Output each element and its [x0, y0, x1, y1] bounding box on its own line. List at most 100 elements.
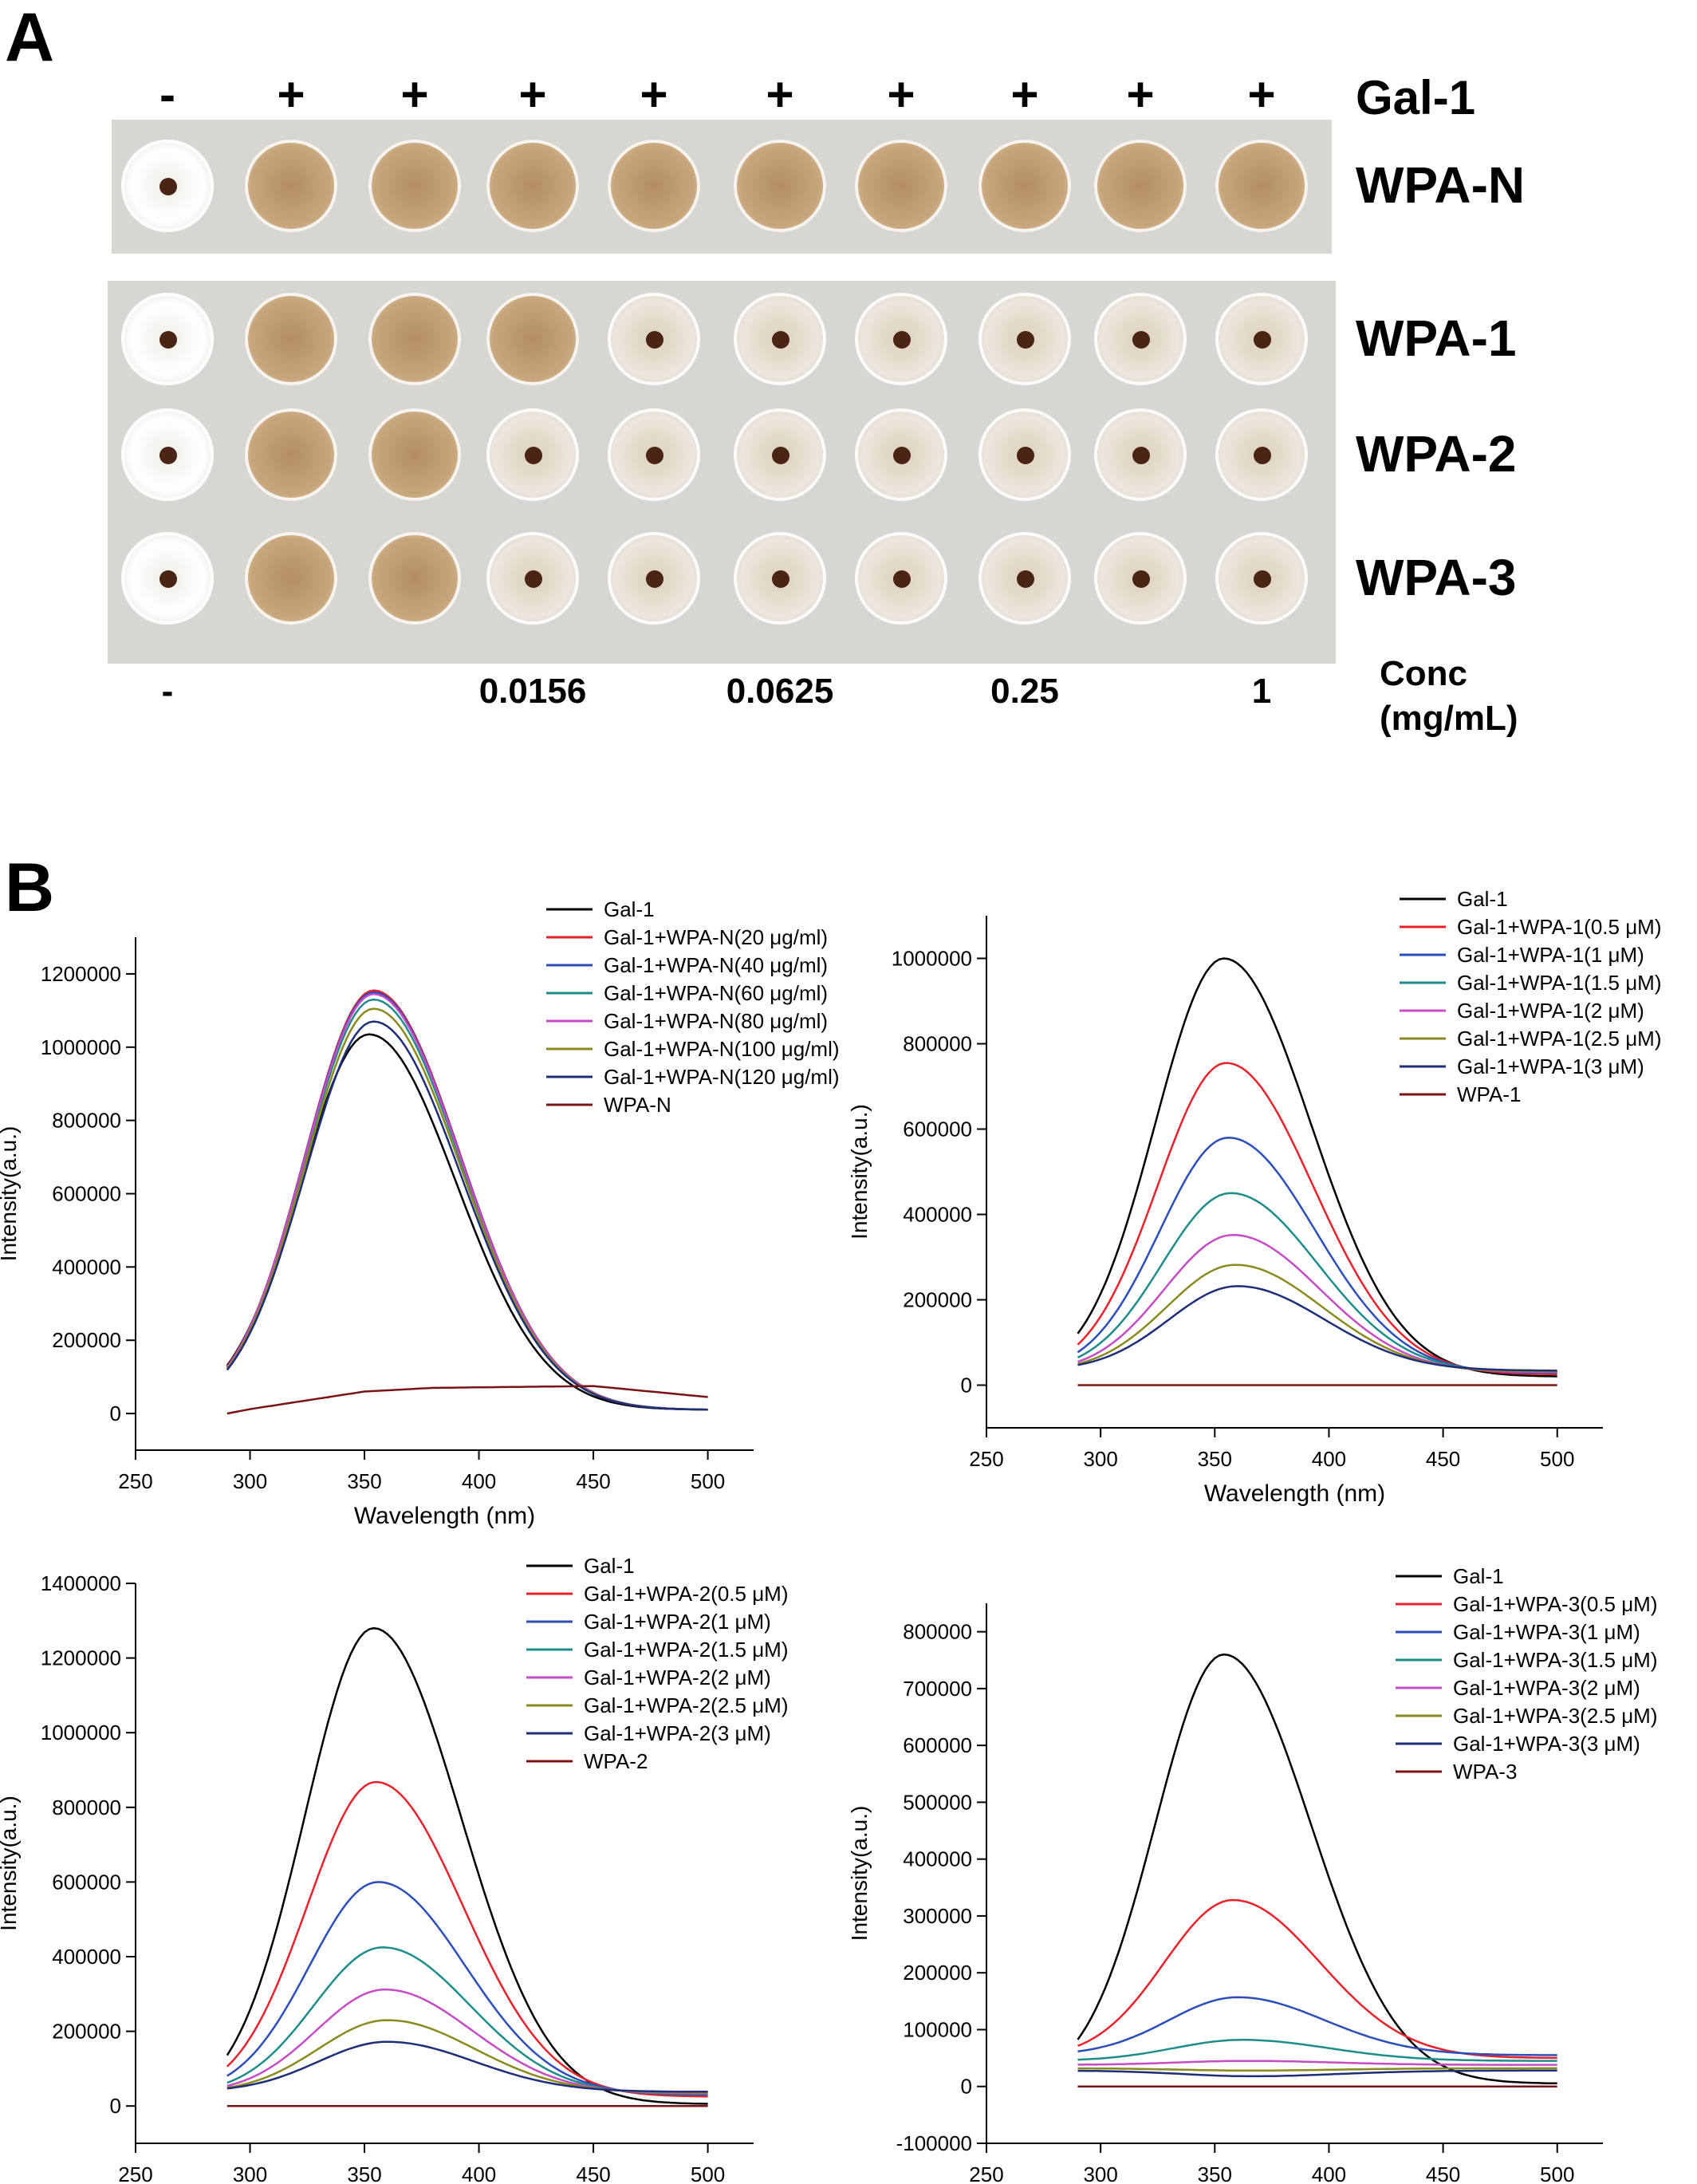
y-tick-label: 200000: [52, 1328, 121, 1352]
y-tick-label: 400000: [903, 1847, 972, 1871]
legend-label: Gal-1: [1453, 1564, 1504, 1588]
x-tick-label: 500: [691, 2162, 725, 2184]
y-axis-title: Intensity(a.u.): [847, 1104, 872, 1240]
x-tick-label: 450: [1426, 1447, 1460, 1471]
well: [608, 532, 700, 625]
panel-a: A - + + + + + + + + + Gal-1 WPA-N WPA-1 WPA-2 WPA-3 …: [0, 0, 1697, 766]
well: [486, 408, 579, 501]
legend-label: Gal-1+WPA-1(1.5 μM): [1457, 971, 1662, 995]
series-line: [1077, 2060, 1557, 2066]
y-tick-label: 1400000: [41, 1571, 121, 1595]
well: [608, 293, 700, 385]
legend-label: Gal-1+WPA-1(2.5 μM): [1457, 1027, 1662, 1051]
legend-label: Gal-1+WPA-N(60 μg/ml): [604, 981, 828, 1005]
series-line: [226, 1780, 708, 2098]
y-tick-label: 100000: [903, 2017, 972, 2041]
legend-label: Gal-1+WPA-3(0.5 μM): [1453, 1592, 1658, 1616]
y-tick-label: 1000000: [41, 1721, 121, 1744]
pellet: [1017, 331, 1034, 349]
x-tick-label: 500: [1540, 2162, 1574, 2184]
y-tick-label: 1200000: [41, 962, 121, 986]
legend-label: Gal-1+WPA-2(0.5 μM): [584, 1582, 789, 1606]
legend-label: Gal-1+WPA-1(1 μM): [1457, 943, 1644, 967]
legend-label: Gal-1+WPA-1(0.5 μM): [1457, 915, 1662, 939]
series-line: [226, 998, 708, 1411]
conc-title-line2: (mg/mL): [1380, 699, 1518, 738]
well: [121, 293, 214, 385]
chart-2: 250 300 350 400 450 500 0 200000 400000 600000 800…: [847, 887, 1662, 1507]
y-tick-label: 0: [110, 2094, 121, 2118]
x-tick-label: 300: [1083, 1447, 1117, 1471]
y-tick-label: 1000000: [892, 947, 972, 971]
well: [486, 293, 579, 385]
pellet: [646, 570, 663, 588]
y-tick-label: 600000: [52, 1870, 121, 1894]
series-line: [1077, 1996, 1557, 2056]
panel-a-letter: A: [5, 0, 55, 76]
legend-label: WPA-1: [1457, 1082, 1521, 1106]
pellet: [893, 447, 911, 464]
x-tick-label: 500: [1540, 1447, 1574, 1471]
legend-label: Gal-1+WPA-3(2 μM): [1453, 1676, 1640, 1700]
concentration-label: -: [161, 672, 174, 711]
y-tick-label: -100000: [896, 2131, 972, 2155]
series-line: [226, 2040, 708, 2093]
legend-label: Gal-1+WPA-N(120 μg/ml): [604, 1065, 840, 1089]
y-tick-label: 200000: [903, 1288, 972, 1312]
well: [368, 532, 461, 625]
legend-label: Gal-1+WPA-N(100 μg/ml): [604, 1037, 840, 1061]
y-tick-label: 600000: [903, 1118, 972, 1141]
gal1-sign: -: [159, 68, 175, 121]
y-axis-title: Intensity(a.u.): [0, 1796, 21, 1931]
well: [245, 532, 337, 625]
pellet: [772, 570, 789, 588]
x-tick-label: 350: [1198, 1447, 1232, 1471]
y-tick-label: 600000: [52, 1182, 121, 1206]
y-axis-title: Intensity(a.u.): [847, 1806, 872, 1942]
series-line: [1077, 1192, 1557, 1374]
pellet: [1132, 570, 1150, 588]
x-tick-label: 400: [1312, 1447, 1346, 1471]
y-tick-label: 400000: [52, 1255, 121, 1279]
chart-4: 250 300 350 400 450 500 -100000 0 100000 200000 30…: [847, 1564, 1658, 2184]
gal1-sign: +: [518, 68, 547, 121]
conc-title-line1: Conc: [1380, 654, 1467, 693]
well: [1215, 293, 1308, 385]
well: [978, 293, 1071, 385]
legend-label: Gal-1+WPA-2(1 μM): [584, 1610, 771, 1634]
gal1-sign: +: [1126, 68, 1155, 121]
x-tick-label: 400: [1312, 2162, 1346, 2184]
y-tick-label: 800000: [903, 1032, 972, 1056]
pellet: [1132, 331, 1150, 349]
x-tick-label: 300: [1083, 2162, 1117, 2184]
series-line: [226, 1988, 708, 2095]
x-tick-label: 500: [691, 1469, 725, 1493]
y-tick-label: 800000: [52, 1796, 121, 1819]
gal1-sign: +: [1247, 68, 1276, 121]
well: [245, 140, 337, 232]
legend-label: Gal-1+WPA-3(2.5 μM): [1453, 1704, 1658, 1728]
series-line: [226, 1626, 708, 2105]
gal1-sign: +: [277, 68, 305, 121]
well: [608, 140, 700, 232]
panel-b-letter: B: [5, 850, 55, 926]
series-line: [1077, 1136, 1557, 1374]
gal1-sign: +: [1010, 68, 1039, 121]
series-line: [1077, 2039, 1557, 2062]
pellet: [159, 570, 177, 588]
legend-label: Gal-1: [604, 897, 655, 921]
concentration-label: 1: [1251, 672, 1272, 711]
y-tick-label: 700000: [903, 1677, 972, 1701]
y-tick-label: 600000: [903, 1733, 972, 1757]
well: [368, 293, 461, 385]
x-tick-label: 450: [576, 2162, 610, 2184]
well: [1215, 408, 1308, 501]
legend-label: Gal-1+WPA-3(3 μM): [1453, 1732, 1640, 1756]
x-tick-label: 400: [462, 1469, 496, 1493]
gal1-sign: +: [766, 68, 794, 121]
series-line: [226, 1385, 708, 1415]
well: [368, 140, 461, 232]
x-tick-label: 350: [347, 2162, 381, 2184]
x-tick-label: 350: [1198, 2162, 1232, 2184]
